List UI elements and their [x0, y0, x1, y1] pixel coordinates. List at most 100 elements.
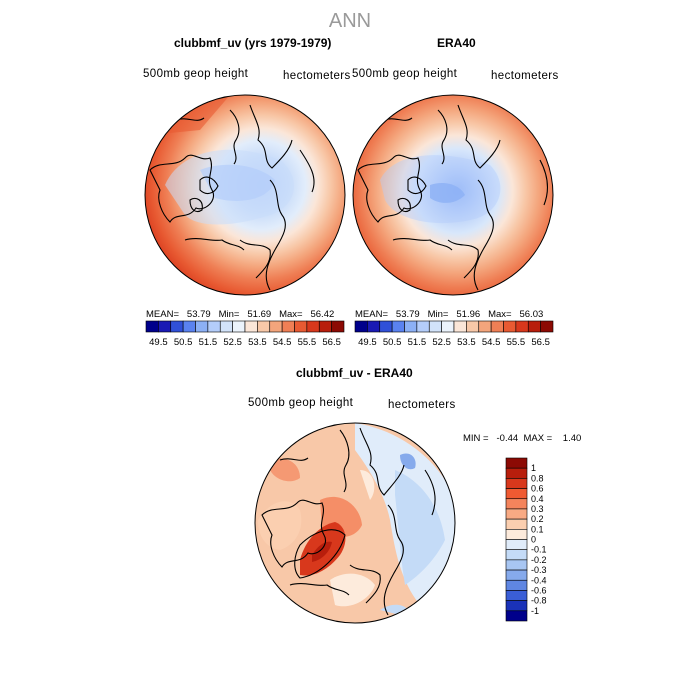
colorbar-2-swatch — [391, 320, 405, 333]
colorbar-3-tick-label: -0.3 — [531, 565, 547, 575]
colorbar-2-swatch — [515, 320, 529, 333]
colorbar-3-swatch — [505, 508, 528, 520]
colorbar-2-tick-label: 51.5 — [408, 337, 427, 348]
colorbar-1-swatch — [281, 320, 295, 333]
colorbar-1-swatch — [318, 320, 332, 333]
panel-2-stats: MEAN= 53.79 Min= 51.96 Max= 56.03 — [355, 309, 544, 320]
colorbar-3-swatch — [505, 549, 528, 561]
colorbar-1-swatch — [219, 320, 233, 333]
colorbar-3-tick-label: -0.6 — [531, 585, 547, 595]
panel-3-map — [255, 423, 455, 623]
panel-2-variable-label: 500mb geop height — [352, 68, 458, 80]
colorbar-3-tick-label: -0.4 — [531, 575, 547, 585]
colorbar-1-tick-label: 53.5 — [248, 337, 267, 348]
colorbar-3-swatch — [505, 498, 528, 510]
colorbar-3-swatch — [505, 518, 528, 530]
panel-2-coastlines — [357, 104, 549, 291]
colorbar-2-swatch — [404, 320, 418, 333]
colorbar-3-tick-label: 0.6 — [531, 484, 544, 494]
colorbar-2-tick-label: 50.5 — [383, 337, 402, 348]
panel-2-map-border — [352, 94, 554, 296]
colorbar-1-swatch — [158, 320, 172, 333]
colorbar-2-tick-label: 49.5 — [358, 337, 377, 348]
colorbar-2-swatch — [478, 320, 492, 333]
panel-1-units-label: hectometers — [283, 70, 351, 82]
colorbar-3-swatch — [505, 539, 528, 550]
colorbar-3-tick-label: 1 — [531, 463, 536, 473]
colorbar-3-swatch — [505, 600, 528, 612]
panel-3-min-max: MIN = -0.44 MAX = 1.40 — [463, 433, 582, 444]
colorbar-1-tick-label: 54.5 — [273, 337, 292, 348]
colorbar-2-swatch — [490, 320, 504, 333]
colorbar-1-swatch — [207, 320, 221, 333]
colorbar-1-tick-label: 52.5 — [223, 337, 242, 348]
panel-2-units-label: hectometers — [491, 70, 559, 82]
colorbar-1-swatch — [232, 320, 246, 333]
colorbar-2-tick-label: 56.5 — [531, 337, 550, 348]
colorbar-3-tick-label: -1 — [531, 606, 539, 616]
colorbar-3-swatch — [505, 579, 528, 591]
colorbar-3-tick-label: 0.4 — [531, 494, 544, 504]
colorbar-3-swatch — [505, 590, 528, 601]
panel-1-map-border — [144, 94, 346, 296]
colorbar-3-swatch — [505, 457, 528, 469]
panel-1-variable-label: 500mb geop height — [143, 68, 249, 80]
colorbar-3-swatch — [505, 478, 528, 489]
panel-3-units-label: hectometers — [388, 399, 456, 411]
panel-2-map — [353, 95, 553, 295]
colorbar-2-swatch — [527, 320, 541, 333]
colorbar-2-swatch — [354, 320, 368, 333]
colorbar-1-swatch — [269, 320, 283, 333]
panel-3-title: clubbmf_uv - ERA40 — [296, 366, 413, 380]
colorbar-1-swatch — [331, 320, 345, 333]
panel-2-title: ERA40 — [437, 36, 476, 50]
colorbar-3-tick-label: 0.8 — [531, 473, 544, 483]
colorbar-1-tick-label: 51.5 — [199, 337, 218, 348]
colorbar-1-swatch — [145, 320, 159, 333]
panel-1-stats: MEAN= 53.79 Min= 51.69 Max= 56.42 — [146, 309, 335, 320]
colorbar-1-swatch — [294, 320, 308, 333]
colorbar-1-swatch — [182, 320, 196, 333]
panel-3-coastlines — [261, 427, 436, 616]
panel-1-map — [145, 95, 345, 295]
colorbar-3-tick-label: -0.2 — [531, 555, 547, 565]
colorbar-3-tick-label: 0 — [531, 535, 536, 545]
colorbar-3-tick-label: 0.1 — [531, 524, 544, 534]
colorbar-2-swatch — [428, 320, 442, 333]
colorbar-1-swatch — [170, 320, 184, 333]
panel-3-variable-label: 500mb geop height — [248, 397, 354, 409]
colorbar-2-tick-label: 52.5 — [432, 337, 451, 348]
figure-title: ANN — [328, 10, 372, 32]
colorbar-2-swatch — [503, 320, 517, 333]
colorbar-2-swatch — [540, 320, 554, 333]
colorbar-3-tick-label: -0.1 — [531, 545, 547, 555]
colorbar-2-swatch — [416, 320, 430, 333]
colorbar-1-swatch — [195, 320, 209, 333]
colorbar-3-swatch — [505, 467, 528, 479]
colorbar-2-swatch — [453, 320, 467, 333]
colorbar-1-tick-label: 50.5 — [174, 337, 193, 348]
colorbar-2-swatch — [441, 320, 455, 333]
colorbar-1-swatch — [257, 320, 271, 333]
colorbar-3-tick-label: -0.8 — [531, 596, 547, 606]
colorbar-3-swatch — [505, 610, 528, 622]
panel-1-title: clubbmf_uv (yrs 1979-1979) — [174, 36, 332, 50]
colorbar-1-swatch — [244, 320, 258, 333]
colorbar-1-tick-label: 49.5 — [149, 337, 168, 348]
colorbar-1-tick-label: 55.5 — [298, 337, 317, 348]
colorbar-3-tick-label: 0.2 — [531, 514, 544, 524]
colorbar-2-tick-label: 55.5 — [507, 337, 526, 348]
colorbar-2-swatch — [367, 320, 381, 333]
colorbar-2-swatch — [379, 320, 393, 333]
colorbar-3-tick-label: 0.3 — [531, 504, 544, 514]
colorbar-3-swatch — [505, 569, 528, 581]
colorbar-1-tick-label: 56.5 — [322, 337, 341, 348]
colorbar-2-tick-label: 54.5 — [482, 337, 501, 348]
colorbar-3-swatch — [505, 529, 528, 540]
colorbar-1-swatch — [306, 320, 320, 333]
colorbar-2-swatch — [466, 320, 480, 333]
panel-3-map-border — [254, 422, 456, 624]
colorbar-3-swatch — [505, 488, 528, 500]
